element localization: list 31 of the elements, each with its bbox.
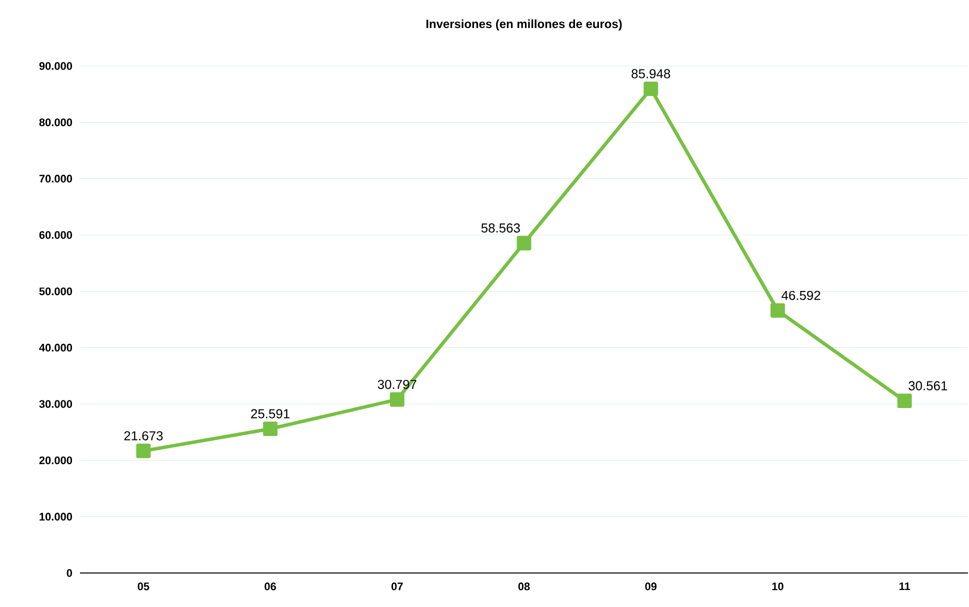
- y-tick-label: 90.000: [39, 62, 72, 70]
- chart-title: Inversiones (en millones de euros): [426, 19, 622, 30]
- data-label: 25.591: [251, 409, 290, 418]
- data-label: 46.592: [782, 290, 820, 300]
- y-tick-label: 80.000: [39, 118, 72, 126]
- point: [770, 303, 785, 318]
- point: [897, 394, 912, 408]
- point: [390, 392, 404, 407]
- y-tick-label: 60.000: [39, 231, 72, 239]
- y-tick-label: 20.000: [39, 456, 72, 464]
- y-tick-label: 10.000: [40, 512, 72, 521]
- x-tick-label: 07: [391, 582, 403, 590]
- point: [263, 422, 278, 436]
- y-tick-label: 30.000: [39, 400, 72, 408]
- y-tick-label: 50.000: [39, 287, 72, 296]
- y-tick-label: 70.000: [39, 174, 72, 183]
- x-tick-label: 08: [518, 582, 530, 590]
- y-tick-label: 40.000: [39, 344, 72, 352]
- x-tick-label: 06: [264, 582, 276, 590]
- x-tick-label: 09: [645, 582, 657, 590]
- data-label: 58.563: [481, 223, 520, 233]
- data-label: 30.561: [908, 381, 948, 390]
- y-tick-label: 0: [66, 569, 72, 577]
- x-tick-label: 10: [772, 582, 784, 590]
- x-tick-label: 05: [138, 582, 150, 590]
- x-tick-label: 11: [899, 582, 910, 590]
- data-label: 21.673: [124, 431, 163, 440]
- point: [516, 236, 532, 250]
- point: [644, 82, 658, 96]
- data-label: 85.948: [632, 69, 670, 78]
- point: [136, 444, 151, 458]
